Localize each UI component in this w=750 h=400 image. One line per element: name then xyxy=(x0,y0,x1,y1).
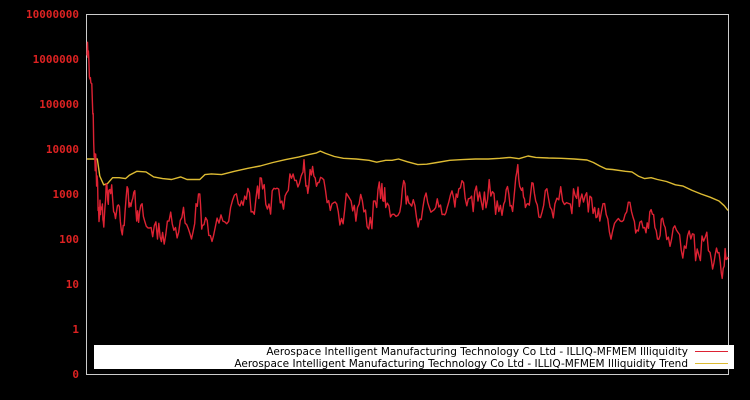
illiquidity-line xyxy=(86,41,729,280)
y-tick-label: 10000000 xyxy=(26,8,79,21)
y-tick-label: 1000000 xyxy=(33,53,79,66)
series-layer xyxy=(86,41,729,280)
y-tick-label: 10 xyxy=(66,278,79,291)
y-tick-label: 10000 xyxy=(46,143,79,156)
legend-label-illiquidity-trend: Aerospace Intelligent Manufacturing Tech… xyxy=(234,358,688,370)
y-tick-label: 100 xyxy=(59,233,79,246)
y-tick-label: 1000 xyxy=(53,188,80,201)
plot-frame xyxy=(86,14,729,375)
legend: Aerospace Intelligent Manufacturing Tech… xyxy=(94,345,734,370)
legend-box xyxy=(94,345,734,369)
illiquidity-trend-line xyxy=(87,150,729,211)
legend-label-illiquidity: Aerospace Intelligent Manufacturing Tech… xyxy=(266,346,688,358)
y-tick-label: 0 xyxy=(72,368,79,381)
y-tick-label: 100000 xyxy=(39,98,79,111)
y-tick-label: 1 xyxy=(72,323,79,336)
